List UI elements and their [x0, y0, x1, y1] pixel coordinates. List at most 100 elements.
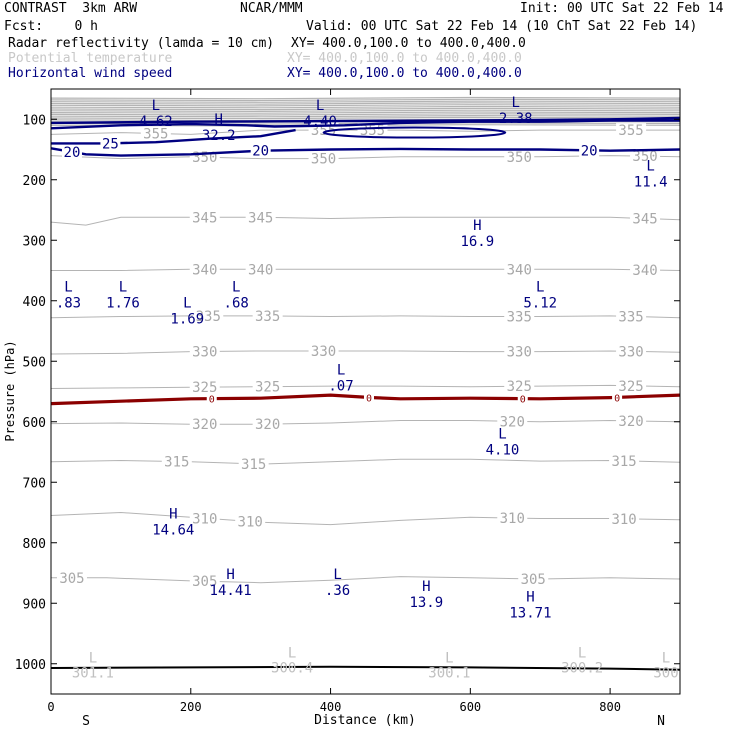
- theta-label: 340: [507, 262, 532, 278]
- field-xy-reflectivity: XY= 400.0,100.0 to 400.0,400.0: [291, 36, 526, 51]
- extremum-value: .68: [224, 296, 249, 312]
- theta-contour-315: [50, 458, 681, 465]
- theta-contour-strat: [50, 98, 681, 102]
- wind-contour-20: [50, 147, 681, 157]
- theta-contour-305: [51, 576, 681, 584]
- theta-contour-strat: [50, 107, 681, 111]
- freezing-label-bg: [206, 393, 217, 404]
- theta-label: 335: [507, 309, 532, 325]
- theta-label-bg: [616, 378, 647, 393]
- theta-label: 310: [611, 512, 636, 528]
- field-label-reflectivity: Radar reflectivity (lamda = 10 cm): [8, 36, 275, 51]
- freezing-label-bg: [363, 392, 374, 403]
- wind-label-bg: [100, 136, 121, 151]
- field-xy-wind: XY= 400.0,100.0 to 400.0,400.0: [287, 66, 522, 81]
- surface-extremum-value: 300: [653, 666, 678, 682]
- extremum-value: .83: [56, 296, 81, 312]
- extremum-marker: L: [536, 280, 544, 296]
- theta-label: 320: [192, 417, 217, 433]
- theta-label: 305: [521, 572, 546, 588]
- theta-label: 350: [632, 149, 657, 165]
- extremum-marker: H: [526, 589, 534, 605]
- theta-contour-strat: [50, 100, 681, 103]
- theta-label-bg: [630, 149, 661, 164]
- field-label-theta: Potential temperature: [8, 51, 173, 66]
- extremum-marker: L: [119, 280, 127, 296]
- theta-label: 330: [507, 345, 532, 361]
- init-time: Init: 00 UTC Sat 22 Feb 14: [520, 1, 724, 16]
- theta-label: 330: [618, 344, 643, 360]
- theta-label: 310: [500, 511, 525, 527]
- wind-label: 20: [252, 144, 269, 160]
- theta-label-bg: [189, 417, 220, 432]
- x-end-label-south: S: [82, 714, 90, 729]
- freezing-label: 0: [366, 393, 372, 404]
- source-title: NCAR/MMM: [240, 1, 303, 16]
- wind-contour-jet-core: [50, 119, 680, 130]
- extremum-value: .36: [325, 583, 350, 599]
- theta-label: 315: [611, 454, 636, 470]
- theta-label-bg: [161, 454, 192, 469]
- surface-extremum-value: 300.4: [271, 661, 313, 677]
- y-tick-label: 200: [23, 174, 46, 189]
- extremum-value: 1.69: [170, 311, 204, 327]
- extremum-value: 2.38: [499, 111, 533, 127]
- theta-contour-320: [50, 419, 681, 425]
- extremum-marker: L: [333, 567, 341, 583]
- theta-contour-310: [50, 511, 681, 526]
- theta-label-bg: [189, 380, 220, 395]
- theta-label-bg: [630, 262, 661, 277]
- theta-label: 325: [192, 380, 217, 396]
- theta-label-bg: [252, 417, 283, 432]
- theta-label: 330: [311, 344, 336, 360]
- theta-label: 310: [238, 514, 263, 530]
- theta-contour-strat: [50, 96, 681, 100]
- y-tick-label: 600: [23, 416, 46, 431]
- field-xy-theta: XY= 400.0,100.0 to 400.0,400.0: [287, 51, 522, 66]
- theta-label: 350: [507, 150, 532, 166]
- plot-frame: [50, 88, 681, 695]
- theta-contour-335: [50, 315, 681, 319]
- theta-label-bg: [245, 210, 276, 225]
- x-tick-label: 600: [459, 700, 481, 714]
- theta-label-bg: [616, 413, 647, 428]
- theta-label-bg: [609, 511, 640, 526]
- extremum-marker: L: [152, 98, 160, 114]
- x-end-label-north: N: [657, 714, 665, 729]
- extremum-marker: L: [498, 427, 506, 443]
- surface-extremum-marker: L: [662, 651, 670, 667]
- wind-contour-25: [51, 128, 296, 145]
- y-tick-label: 900: [23, 597, 46, 612]
- theta-label: 315: [164, 454, 189, 470]
- surface-line: [50, 665, 681, 671]
- theta-contour-strat: [50, 109, 681, 113]
- y-tick-label: 100: [23, 113, 46, 128]
- theta-label-bg: [193, 308, 224, 323]
- theta-label: 335: [196, 309, 221, 325]
- extremum-value: 32.2: [202, 128, 236, 144]
- jet-core-loop: [322, 126, 507, 139]
- theta-label-bg: [56, 570, 87, 585]
- theta-contour-strat: [50, 111, 681, 114]
- wind-contour-upper: [50, 116, 681, 125]
- y-tick-label: 700: [23, 476, 46, 491]
- freezing-label: 0: [614, 393, 620, 404]
- theta-label-bg: [518, 571, 549, 586]
- forecast-hour: Fcst: 0 h: [4, 19, 98, 34]
- theta-label-bg: [235, 514, 266, 529]
- freezing-label-bg: [517, 393, 528, 404]
- theta-label-bg: [140, 126, 171, 141]
- theta-label: 320: [255, 417, 280, 433]
- x-tick-label: 200: [180, 700, 202, 714]
- theta-label: 325: [618, 379, 643, 395]
- theta-label-bg: [357, 123, 388, 138]
- theta-label-bg: [609, 453, 640, 468]
- valid-time: Valid: 00 UTC Sat 22 Feb 14 (10 ChT Sat …: [306, 19, 698, 34]
- theta-label-bg: [189, 574, 220, 589]
- theta-label-bg: [245, 262, 276, 277]
- theta-label: 325: [507, 379, 532, 395]
- y-axis-title: Pressure (hPa): [3, 340, 17, 441]
- wind-label-bg: [61, 144, 82, 159]
- freezing-label-bg: [612, 392, 623, 403]
